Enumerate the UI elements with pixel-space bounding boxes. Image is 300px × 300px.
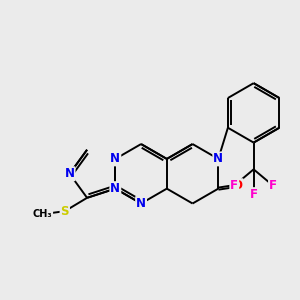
Text: N: N — [110, 152, 120, 165]
Text: O: O — [232, 179, 243, 192]
Text: N: N — [110, 182, 120, 195]
Text: N: N — [213, 152, 223, 165]
Text: CH₃: CH₃ — [33, 209, 52, 219]
Text: F: F — [269, 179, 277, 192]
Text: N: N — [64, 167, 75, 180]
Text: F: F — [250, 188, 258, 201]
Text: F: F — [230, 179, 238, 192]
Text: S: S — [61, 205, 69, 218]
Text: N: N — [136, 197, 146, 210]
